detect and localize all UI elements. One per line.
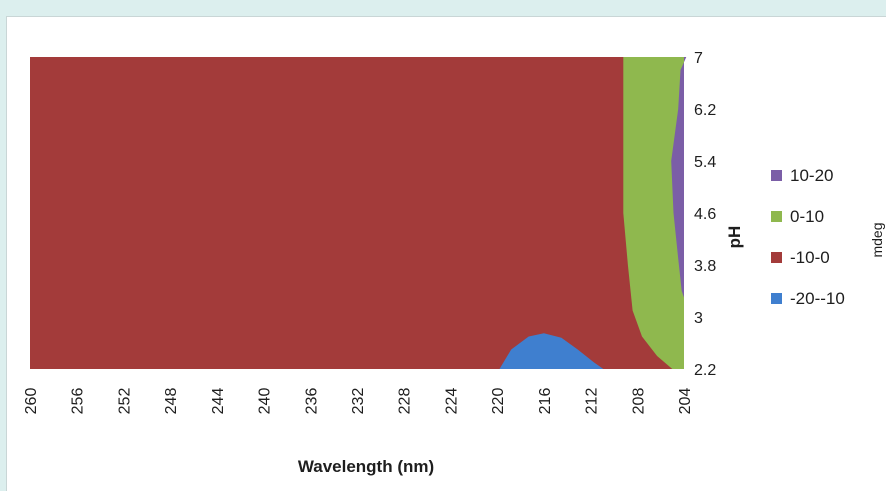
- x-tick-label: 256: [70, 388, 87, 415]
- x-tick-label: 204: [677, 388, 694, 415]
- y-tick-label: 4.6: [694, 206, 716, 223]
- x-tick-label: 228: [397, 388, 414, 415]
- x-tick-label: 216: [537, 388, 554, 415]
- y-axis-title: pH: [725, 226, 744, 249]
- contour-region-4: [499, 333, 604, 369]
- legend-swatch: [771, 211, 782, 222]
- x-axis-ticks: 260 256 252 248 244 240 236 232 228 224 220 216 212 2…: [23, 388, 694, 415]
- x-tick-label: 208: [630, 388, 647, 415]
- legend-swatch: [771, 252, 782, 263]
- contour-region-3: [671, 57, 687, 298]
- y-tick-label: 2.2: [694, 362, 716, 379]
- x-tick-label: 240: [257, 388, 274, 415]
- y-tick-label: 3.8: [694, 258, 716, 275]
- legend-swatch: [771, 170, 782, 181]
- y-axis-ticks: 2.2 3 3.8 4.6 5.4 6.2 7: [694, 50, 716, 379]
- x-tick-label: 244: [210, 388, 227, 415]
- y-tick-label: 6.2: [694, 102, 716, 119]
- legend-label: 10-20: [790, 166, 833, 185]
- legend: 10-20 0-10 -10-0 -20--10: [771, 166, 845, 308]
- legend-swatch: [771, 293, 782, 304]
- legend-label: -10-0: [790, 248, 830, 267]
- legend-unit-label: mdeg: [869, 222, 885, 257]
- y-tick-label: 3: [694, 310, 703, 327]
- plot-area: [30, 57, 687, 369]
- x-tick-label: 248: [163, 388, 180, 415]
- legend-label: 0-10: [790, 207, 824, 226]
- x-axis-title: Wavelength (nm): [298, 457, 434, 476]
- x-tick-label: 260: [23, 388, 40, 415]
- x-tick-label: 236: [303, 388, 320, 415]
- y-tick-label: 7: [694, 50, 703, 67]
- legend-label: -20--10: [790, 289, 845, 308]
- x-tick-label: 220: [490, 388, 507, 415]
- contour-region-2: [623, 57, 684, 369]
- x-tick-label: 224: [443, 388, 460, 415]
- y-tick-label: 5.4: [694, 154, 716, 171]
- x-tick-label: 212: [584, 388, 601, 415]
- x-tick-label: 232: [350, 388, 367, 415]
- x-tick-label: 252: [116, 388, 133, 415]
- contour-region-1: [30, 57, 684, 369]
